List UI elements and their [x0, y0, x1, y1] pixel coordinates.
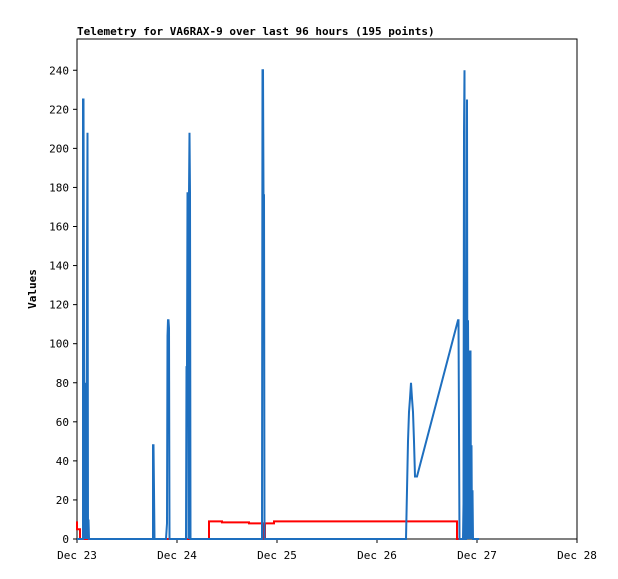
series-layer [76, 69, 479, 540]
y-tick-label: 80 [56, 377, 69, 390]
y-tick-label: 200 [49, 142, 69, 155]
y-tick-label: 100 [49, 338, 69, 351]
y-tick-label: 220 [49, 103, 69, 116]
x-tick-label: Dec 27 [457, 549, 497, 562]
x-tick-label: Dec 25 [257, 549, 297, 562]
y-tick-label: 120 [49, 299, 69, 312]
chart-title: Telemetry for VA6RAX-9 over last 96 hour… [77, 25, 435, 38]
series-line-1 [76, 520, 462, 540]
x-tick-label: Dec 23 [57, 549, 97, 562]
x-tick-label: Dec 28 [557, 549, 597, 562]
x-axis: Dec 23 Dec 24 Dec 25 Dec 26 Dec 27 Dec 28 [57, 539, 597, 562]
x-tick-label: Dec 26 [357, 549, 397, 562]
x-tick-label: Dec 24 [157, 549, 197, 562]
y-axis: 0 20 40 60 80 100 120 140 160 180 200 220 240 [49, 64, 77, 546]
y-tick-label: 240 [49, 64, 69, 77]
y-tick-label: 20 [56, 494, 69, 507]
y-tick-label: 160 [49, 221, 69, 234]
y-tick-label: 60 [56, 416, 69, 429]
y-tick-label: 180 [49, 181, 69, 194]
series-line-2 [77, 69, 479, 540]
y-tick-label: 140 [49, 260, 69, 273]
y-tick-label: 40 [56, 455, 69, 468]
y-axis-label: Values [26, 269, 39, 309]
y-tick-label: 0 [62, 533, 69, 546]
